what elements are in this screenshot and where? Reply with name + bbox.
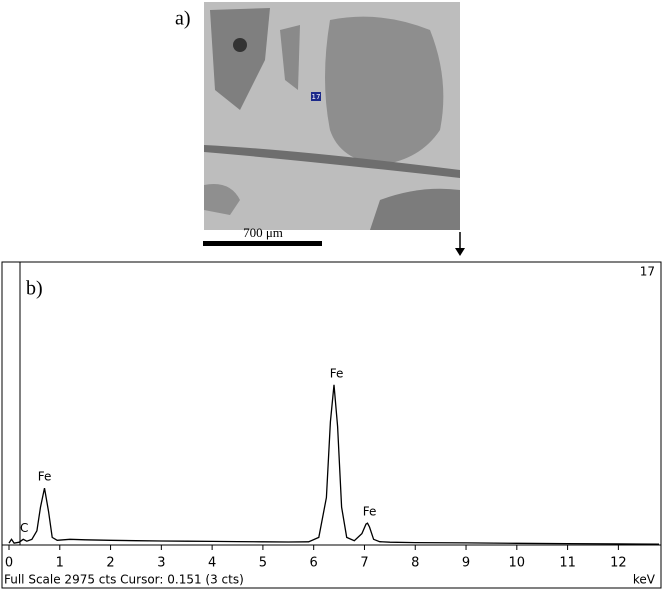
peak-label: Fe xyxy=(330,366,344,380)
x-tick-label: 5 xyxy=(259,556,267,571)
peak-label: Fe xyxy=(38,470,52,484)
x-tick-label: 0 xyxy=(5,556,13,571)
x-unit: keV xyxy=(633,573,656,587)
x-tick-label: 11 xyxy=(559,556,576,571)
chart-title: b) xyxy=(26,278,43,300)
chart-frame xyxy=(1,261,662,589)
spectrum-id: 17 xyxy=(640,265,655,279)
marker-label: 17 xyxy=(312,93,321,101)
status-text: Full Scale 2975 cts Cursor: 0.151 (3 cts… xyxy=(4,573,244,587)
x-tick-label: 3 xyxy=(157,556,165,571)
x-tick-label: 4 xyxy=(208,556,216,571)
scale-bar-label: 700 μm xyxy=(243,225,283,240)
spectrum-line xyxy=(8,384,660,545)
x-tick-label: 6 xyxy=(310,556,318,571)
x-tick-label: 9 xyxy=(462,556,470,571)
x-tick-label: 7 xyxy=(360,556,368,571)
scale-bar xyxy=(203,241,322,246)
x-tick-label: 12 xyxy=(610,556,627,571)
micrograph xyxy=(204,2,460,230)
arrow xyxy=(455,232,465,256)
x-tick-label: 8 xyxy=(411,556,419,571)
peak-label: Fe xyxy=(363,505,377,519)
x-tick-label: 1 xyxy=(56,556,64,571)
x-tick-label: 2 xyxy=(106,556,114,571)
peak-label: C xyxy=(20,521,28,535)
panel-label: a) xyxy=(175,8,191,30)
x-tick-label: 10 xyxy=(509,556,526,571)
